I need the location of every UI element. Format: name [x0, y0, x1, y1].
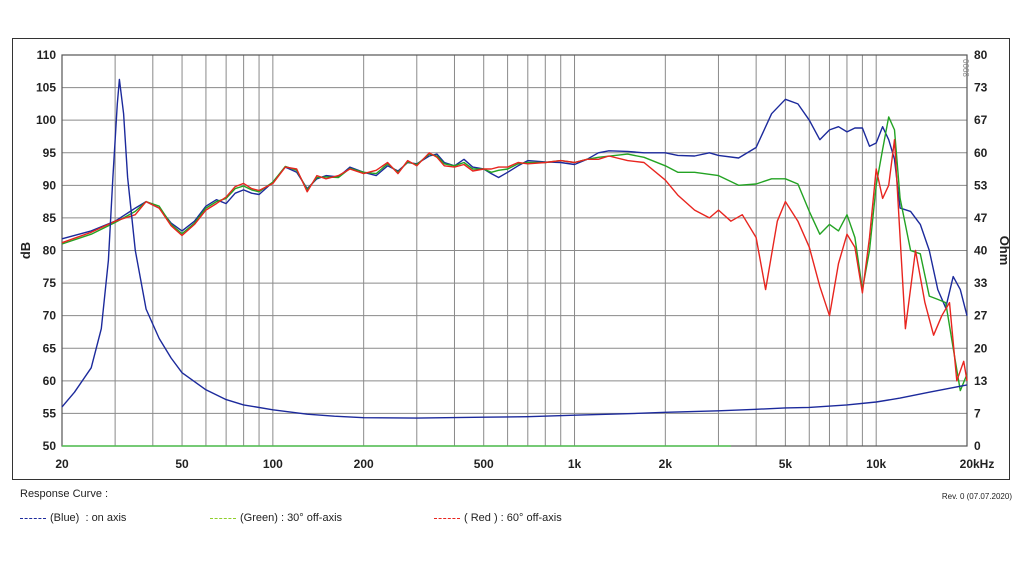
y-tick-label-left: 90: [43, 178, 57, 192]
y-tick-label-left: 50: [43, 439, 57, 453]
y-tick-label-right: 13: [974, 374, 988, 388]
y-axis-label-right: Ohm: [997, 236, 1012, 266]
legend-label-blue: (Blue) : on axis: [50, 512, 127, 524]
y-tick-label-right: 73: [974, 81, 988, 95]
chart-code-watermark: 0668: [961, 59, 970, 77]
x-tick-label: 10k: [866, 457, 886, 471]
x-tick-label: 1k: [568, 457, 582, 471]
legend-item-green: (Green) : 30° off-axis: [210, 512, 342, 524]
legend-swatch-green: [210, 517, 236, 519]
y-tick-label-right: 27: [974, 309, 988, 323]
y-tick-label-right: 40: [974, 244, 988, 258]
legend-item-red: ( Red ) : 60° off-axis: [434, 512, 562, 524]
y-tick-label-left: 110: [37, 48, 57, 62]
x-tick-label: 20: [55, 457, 69, 471]
y-tick-label-right: 60: [974, 146, 988, 160]
y-tick-label-left: 60: [43, 374, 57, 388]
y-tick-label-right: 67: [974, 113, 988, 127]
y-tick-label-right: 0: [974, 439, 981, 453]
x-tick-label: 100: [263, 457, 283, 471]
series-line-on-axis: [61, 98, 968, 316]
y-tick-label-right: 53: [974, 178, 988, 192]
legend-label-red: ( Red ) : 60° off-axis: [464, 512, 562, 524]
legend-swatch-red: [434, 517, 460, 519]
y-tick-label-right: 47: [974, 211, 988, 225]
y-tick-label-left: 65: [43, 341, 57, 355]
x-tick-label: 5k: [779, 457, 793, 471]
y-tick-label-right: 20: [974, 341, 988, 355]
legend-label-green: (Green) : 30° off-axis: [240, 512, 343, 524]
x-tick-label: 20kHz: [960, 457, 995, 471]
legend-swatch-blue: [20, 517, 46, 519]
y-tick-label-left: 80: [43, 244, 57, 258]
y-tick-label-left: 85: [43, 211, 57, 225]
revision-label: Rev. 0 (07.07.2020): [941, 492, 1012, 501]
series-line-60-off-axis: [61, 139, 968, 382]
series-line-impedance: [61, 78, 968, 419]
x-tick-label: 500: [474, 457, 494, 471]
chart-frame: [12, 38, 1010, 480]
y-tick-label-right: 80: [974, 48, 988, 62]
y-tick-label-right: 33: [974, 276, 988, 290]
y-tick-label-left: 70: [43, 309, 57, 323]
series-line-30-off-axis: [61, 116, 968, 392]
x-tick-label: 50: [175, 457, 189, 471]
footer-title: Response Curve :: [20, 488, 109, 500]
y-tick-label-left: 55: [43, 406, 57, 420]
y-tick-label-right: 7: [974, 406, 981, 420]
x-tick-label: 2k: [659, 457, 673, 471]
y-tick-label-left: 100: [36, 113, 56, 127]
y-tick-label-left: 95: [43, 146, 57, 160]
legend-item-blue: (Blue) : on axis: [20, 512, 126, 524]
y-tick-label-left: 105: [36, 81, 56, 95]
y-tick-label-left: 75: [43, 276, 57, 290]
y-axis-label-left: dB: [18, 242, 33, 259]
x-tick-label: 200: [354, 457, 374, 471]
